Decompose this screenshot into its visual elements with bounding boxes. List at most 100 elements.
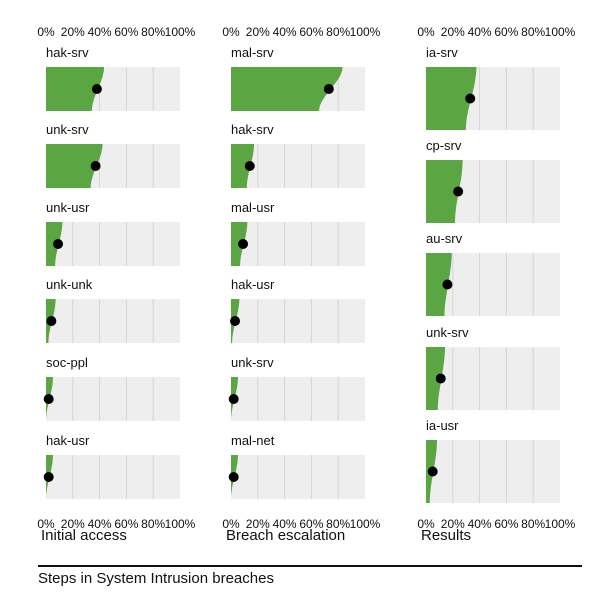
row-label: ia-usr: [426, 418, 459, 433]
median-dot: [238, 239, 249, 249]
row-label: cp-srv: [426, 138, 462, 153]
distribution-area: [426, 253, 452, 316]
row-label: mal-srv: [231, 45, 274, 60]
row-label: hak-usr: [231, 277, 275, 292]
bottom-tick-label-col3-2: 40%: [468, 517, 492, 531]
bottom-tick-label-col1-0: 0%: [37, 517, 55, 531]
bottom-tick-label-col1-2: 40%: [88, 517, 112, 531]
distribution-area: [426, 67, 477, 130]
top-tick-label-col1-0: 0%: [37, 25, 55, 39]
row-panel-col3-ia-usr: ia-usr: [426, 418, 560, 503]
panel-background: [231, 377, 365, 421]
row-label: hak-srv: [46, 45, 89, 60]
bottom-tick-label-col2-3: 60%: [299, 517, 323, 531]
bottom-tick-label-col2-2: 40%: [273, 517, 297, 531]
bottom-tick-label-col3-4: 80%: [521, 517, 545, 531]
top-tick-label-col2-2: 40%: [273, 25, 297, 39]
median-dot: [442, 279, 453, 290]
top-tick-label-col3-3: 60%: [494, 25, 518, 39]
top-tick-label-col2-4: 80%: [326, 25, 350, 39]
row-panel-col2-mal-usr: mal-usr: [231, 200, 365, 266]
bottom-tick-label-col3-0: 0%: [417, 517, 435, 531]
top-tick-label-col3-4: 80%: [521, 25, 545, 39]
row-panel-col2-hak-usr: hak-usr: [230, 277, 365, 343]
row-label: mal-usr: [231, 200, 275, 215]
distribution-area: [231, 67, 343, 111]
top-tick-label-col2-3: 60%: [299, 25, 323, 39]
column-title-col3: Results: [421, 527, 471, 544]
median-dot: [244, 161, 255, 171]
row-panel-col3-ia-srv: ia-srv: [426, 45, 560, 130]
distribution-area: [231, 144, 254, 188]
row-panel-col1-hak-srv: hak-srv: [46, 45, 180, 111]
bottom-tick-label-col3-5: 100%: [545, 517, 576, 531]
row-panel-col2-unk-srv: unk-srv: [228, 355, 365, 421]
bottom-tick-label-col2-4: 80%: [326, 517, 350, 531]
row-label: unk-srv: [231, 355, 274, 370]
panel-background: [426, 347, 560, 410]
panel-background: [231, 299, 365, 343]
row-panel-col1-unk-usr: unk-usr: [46, 200, 180, 266]
row-panel-col1-hak-usr: hak-usr: [43, 433, 180, 499]
top-tick-label-col1-5: 100%: [165, 25, 196, 39]
row-panel-col1-soc-ppl: soc-ppl: [43, 355, 180, 421]
median-dot: [43, 394, 54, 404]
row-panel-col2-hak-srv: hak-srv: [231, 122, 365, 188]
column-title-col2: Breach escalation: [226, 527, 345, 544]
median-dot: [228, 472, 239, 482]
bottom-tick-label-col1-1: 20%: [61, 517, 85, 531]
median-dot: [230, 316, 241, 326]
row-label: au-srv: [426, 231, 463, 246]
row-panel-col3-unk-srv: unk-srv: [426, 325, 560, 410]
top-tick-label-col1-3: 60%: [114, 25, 138, 39]
row-panel-col2-mal-net: mal-net: [228, 433, 365, 499]
panel-background: [231, 222, 365, 266]
median-dot: [53, 239, 64, 249]
row-label: hak-usr: [46, 433, 90, 448]
row-label: unk-unk: [46, 277, 93, 292]
column-title-col1: Initial access: [41, 527, 127, 544]
median-dot: [43, 472, 54, 482]
row-label: soc-ppl: [46, 355, 88, 370]
median-dot: [91, 84, 102, 94]
row-panel-col3-au-srv: au-srv: [426, 231, 560, 316]
panel-background: [426, 440, 560, 503]
top-tick-label-col1-2: 40%: [88, 25, 112, 39]
top-tick-label-col2-5: 100%: [350, 25, 381, 39]
median-dot: [228, 394, 239, 404]
footer-rule: [38, 565, 582, 567]
distribution-area: [426, 347, 445, 410]
bottom-tick-label-col1-3: 60%: [114, 517, 138, 531]
distribution-area: [46, 67, 104, 111]
panel-background: [46, 299, 180, 343]
top-tick-label-col3-5: 100%: [545, 25, 576, 39]
row-label: unk-srv: [426, 325, 469, 340]
bottom-tick-label-col3-1: 20%: [441, 517, 465, 531]
row-label: mal-net: [231, 433, 275, 448]
top-tick-label-col3-0: 0%: [417, 25, 435, 39]
top-tick-label-col1-4: 80%: [141, 25, 165, 39]
row-label: unk-srv: [46, 122, 89, 137]
top-tick-label-col2-1: 20%: [246, 25, 270, 39]
top-tick-label-col2-0: 0%: [222, 25, 240, 39]
median-dot: [453, 186, 464, 197]
top-tick-label-col1-1: 20%: [61, 25, 85, 39]
panel-background: [46, 455, 180, 499]
bottom-tick-label-col2-1: 20%: [246, 517, 270, 531]
row-panel-col3-cp-srv: cp-srv: [426, 138, 560, 223]
distribution-area: [426, 160, 463, 223]
median-dot: [90, 161, 101, 171]
row-panel-col1-unk-unk: unk-unk: [46, 277, 180, 343]
median-dot: [323, 84, 334, 94]
median-dot: [435, 373, 446, 384]
top-tick-label-col3-1: 20%: [441, 25, 465, 39]
row-label: ia-srv: [426, 45, 458, 60]
panel-background: [46, 222, 180, 266]
median-dot: [427, 466, 438, 477]
row-label: hak-srv: [231, 122, 274, 137]
panel-background: [46, 377, 180, 421]
bottom-tick-label-col2-5: 100%: [350, 517, 381, 531]
row-panel-col1-unk-srv: unk-srv: [46, 122, 180, 188]
chart-caption: Steps in System Intrusion breaches: [38, 570, 274, 587]
median-dot: [465, 93, 476, 104]
